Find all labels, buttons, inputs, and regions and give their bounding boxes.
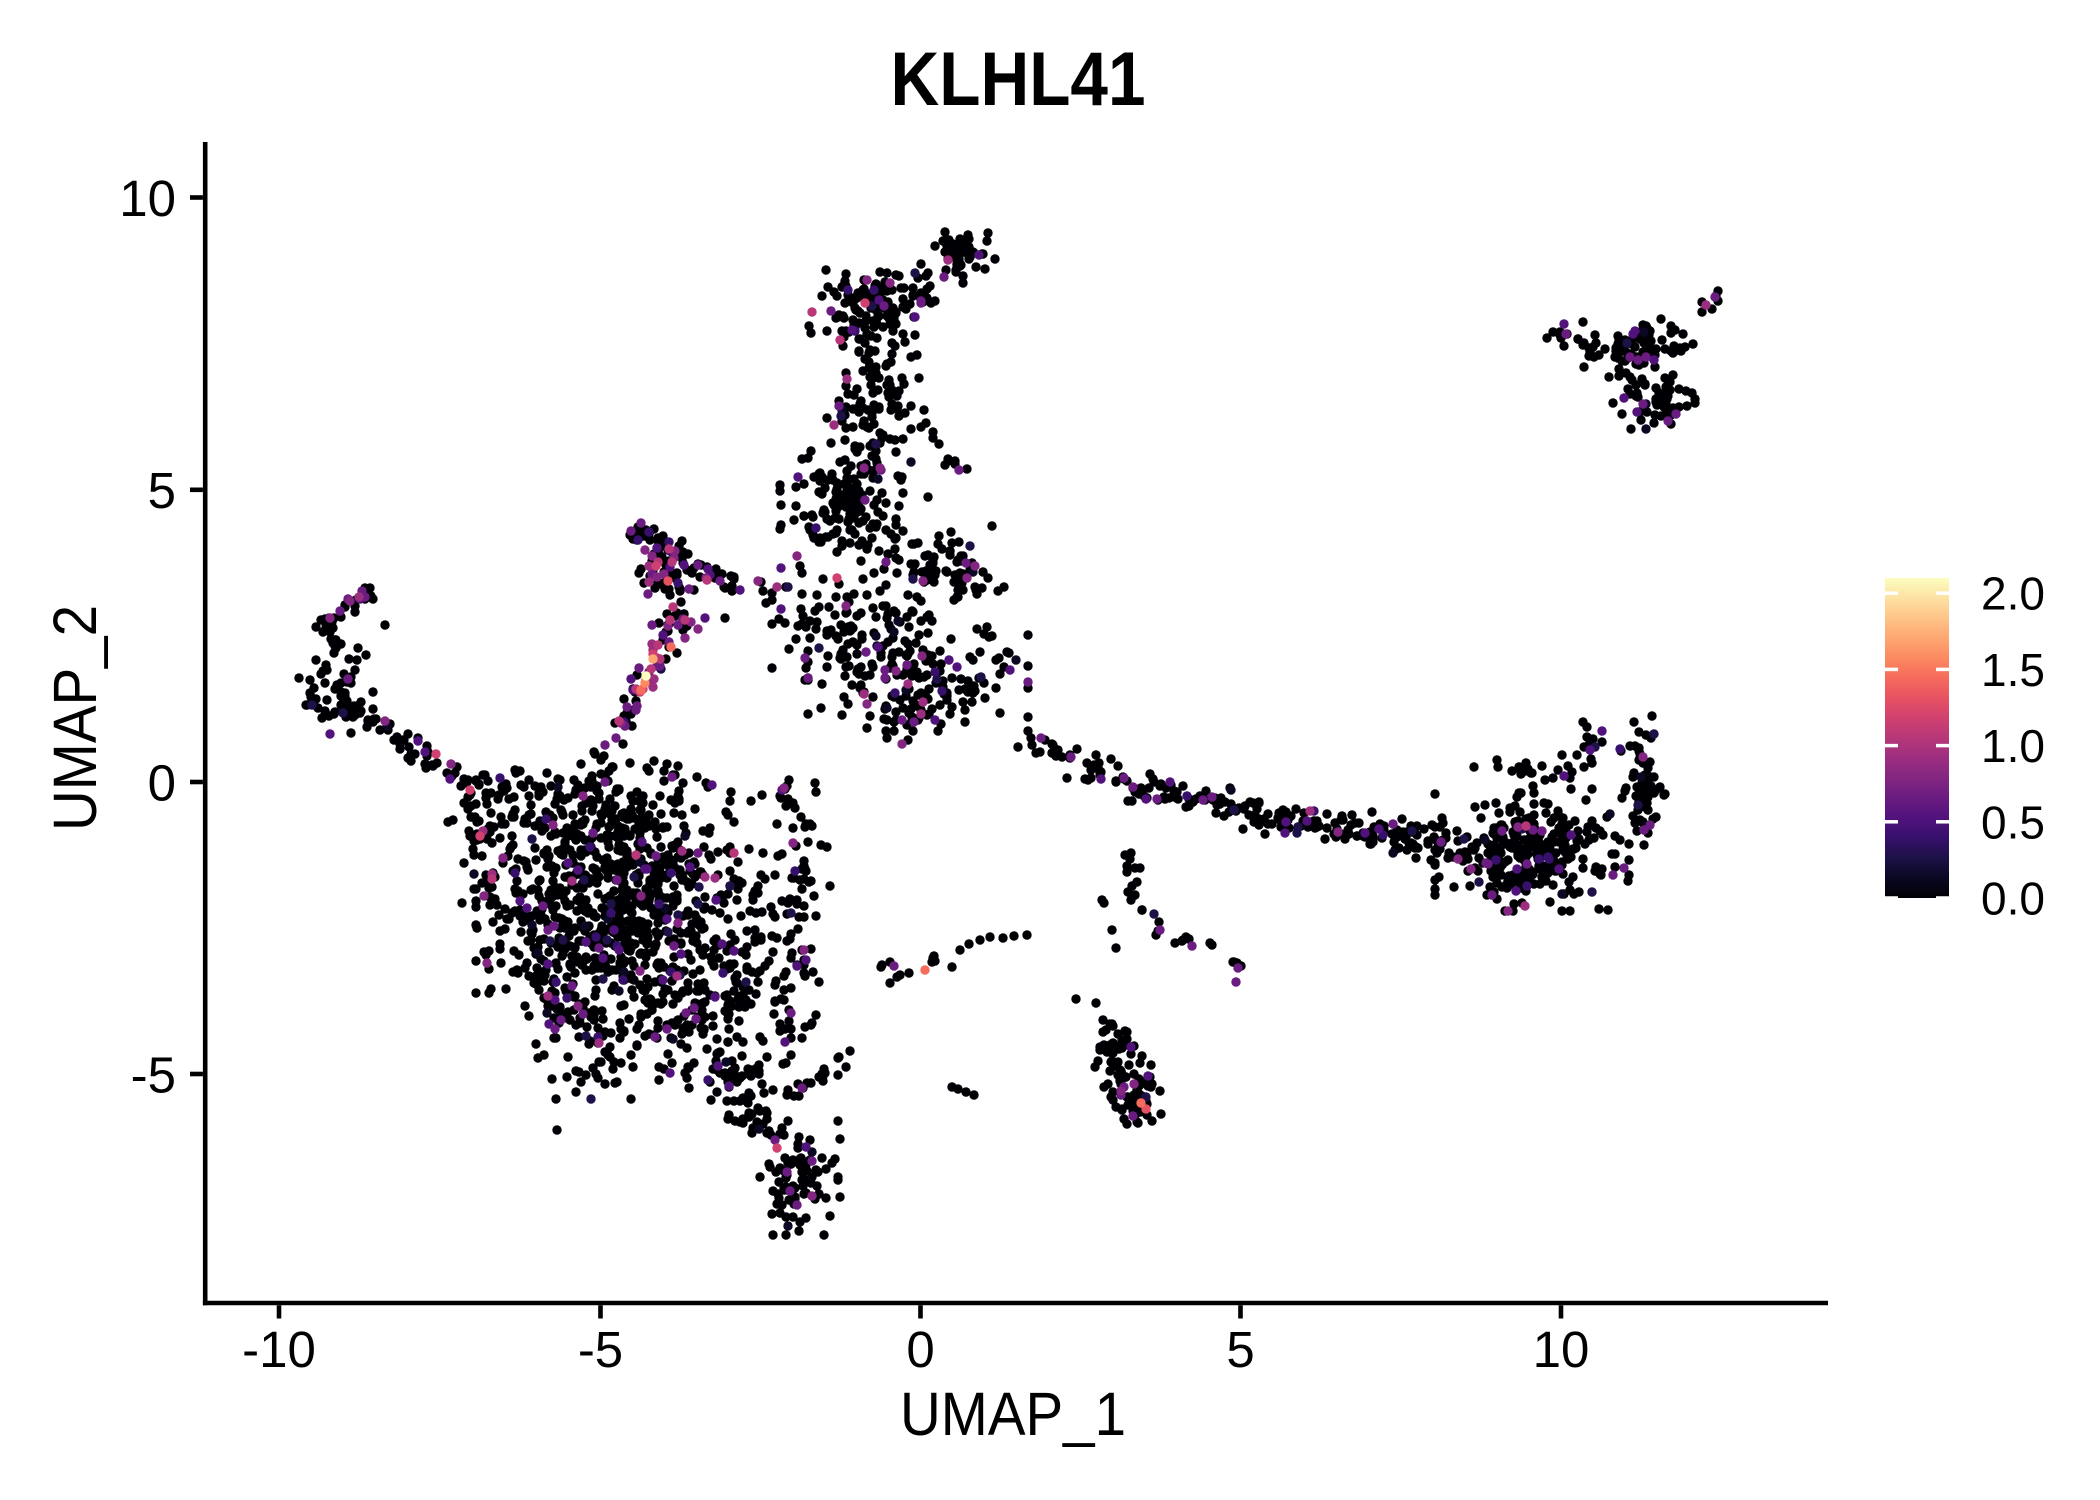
svg-text:1.0: 1.0 [1981, 720, 2045, 772]
svg-text:-10: -10 [242, 1321, 316, 1378]
svg-text:UMAP_2: UMAP_2 [41, 605, 109, 831]
svg-text:UMAP_1: UMAP_1 [900, 1380, 1126, 1448]
svg-text:5: 5 [148, 462, 176, 519]
svg-text:KLHL41: KLHL41 [891, 37, 1146, 122]
svg-text:2.0: 2.0 [1981, 568, 2045, 620]
svg-text:10: 10 [1533, 1321, 1590, 1378]
svg-text:0.5: 0.5 [1981, 796, 2045, 848]
svg-text:10: 10 [119, 170, 176, 227]
svg-text:0.0: 0.0 [1981, 873, 2045, 925]
svg-text:5: 5 [1226, 1321, 1254, 1378]
svg-text:-5: -5 [131, 1046, 176, 1103]
svg-text:1.5: 1.5 [1981, 644, 2045, 696]
svg-text:-5: -5 [578, 1321, 623, 1378]
svg-text:0: 0 [906, 1321, 934, 1378]
svg-text:0: 0 [148, 754, 176, 811]
